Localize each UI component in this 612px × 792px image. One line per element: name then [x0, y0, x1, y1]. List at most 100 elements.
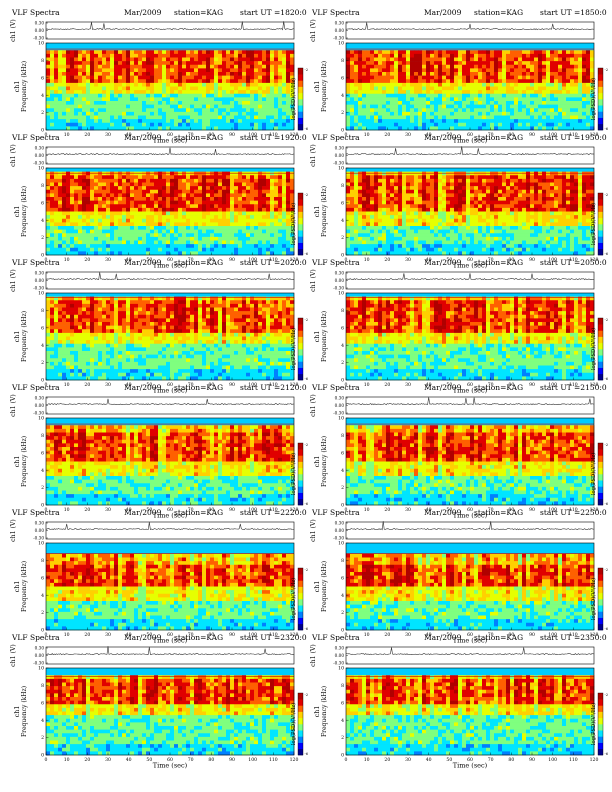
spectrogram-cell: [514, 86, 519, 91]
spectrogram-cell: [194, 251, 199, 256]
spectrogram-cell: [174, 215, 179, 220]
spectrogram-cell: [270, 104, 275, 109]
panel-date: Mar/2009: [424, 8, 462, 17]
spectrogram-cell: [246, 175, 251, 180]
spectrogram-cell: [406, 171, 411, 176]
spectrogram-cell: [354, 251, 359, 256]
spectrogram-cell: [346, 101, 351, 105]
spectrogram-cell: [150, 111, 155, 116]
spectrogram-cell: [266, 207, 271, 212]
spectrogram-cell: [58, 182, 63, 187]
spectrogram-cell: [370, 211, 375, 216]
spectrogram-cell: [266, 119, 271, 124]
spectrogram-cell: [118, 186, 123, 191]
spectrogram-cell: [94, 61, 99, 66]
spectrogram-cell: [78, 182, 83, 187]
spectrogram-cell: [90, 61, 95, 66]
spectrogram-cell: [218, 233, 223, 238]
spectrogram-cell: [66, 53, 71, 58]
spectrogram-cell: [474, 68, 479, 73]
spectrogram-cell: [362, 200, 367, 205]
spectrogram-cell: [270, 226, 275, 230]
spectrogram-cell: [398, 189, 403, 194]
spectrogram-cell: [570, 119, 575, 124]
spectrogram-cell: [346, 97, 351, 102]
spectrogram-cell: [378, 247, 383, 252]
spectrogram-cell: [246, 251, 251, 256]
spectrogram-cell: [126, 61, 131, 66]
spectrogram-cell: [290, 68, 295, 73]
spectrogram-cell: [274, 126, 279, 131]
spectrogram-cell: [114, 64, 119, 69]
spectrogram-cell: [386, 175, 391, 180]
spectrogram-cell: [206, 53, 211, 58]
spectrogram-cell: [50, 244, 55, 249]
spectrogram-cell: [426, 50, 431, 55]
spectrogram-cell: [242, 175, 247, 180]
spectrogram-cell: [230, 122, 235, 127]
spectrogram-cell: [370, 236, 375, 241]
spectrogram-cell: [498, 86, 503, 91]
spectrogram-cell: [110, 197, 115, 201]
spectrogram-cell: [258, 57, 263, 62]
spectrogram-cell: [106, 171, 111, 176]
spectrogram-cell: [470, 111, 475, 116]
trace-tick-label: -0.30: [333, 36, 344, 41]
spectrogram-cell: [134, 211, 139, 216]
spectrogram-cell: [174, 86, 179, 91]
spectrogram-cell: [94, 244, 99, 249]
spectrogram-cell: [58, 75, 63, 80]
spectrogram-cell: [390, 104, 395, 109]
spectrogram-cell: [274, 197, 279, 201]
spectrogram-cell: [438, 251, 443, 256]
spectrogram-cell: [290, 108, 295, 113]
spectrogram-cell: [538, 72, 543, 76]
spectrogram-cell: [282, 244, 287, 249]
spectrogram-cell: [122, 211, 127, 216]
spectrogram-cell: [158, 236, 163, 241]
spectrogram-cell: [402, 104, 407, 109]
spectrogram-cell: [70, 236, 75, 241]
spectrogram-cell: [146, 82, 151, 87]
spectrogram-cell: [390, 211, 395, 216]
spectrogram-cell: [438, 197, 443, 201]
spectrogram-cell: [50, 186, 55, 191]
spectrogram-cell: [234, 244, 239, 249]
spectrogram-cell: [446, 50, 451, 55]
spectrogram-cell: [254, 207, 259, 212]
spectrogram-cell: [386, 108, 391, 113]
spectrogram-cell: [430, 82, 435, 87]
spectrogram-cell: [386, 197, 391, 201]
spectrogram-cell: [46, 97, 51, 102]
spectrogram-cell: [354, 79, 359, 84]
spectrogram-cell: [438, 186, 443, 191]
spectrogram-cell: [470, 61, 475, 66]
spectrogram-cell: [258, 175, 263, 180]
spectrogram-cell: [190, 226, 195, 230]
spectrogram-cell: [166, 251, 171, 256]
spectrogram-cell: [378, 97, 383, 102]
spectrogram-cell: [390, 50, 395, 55]
spectrogram-cell: [206, 68, 211, 73]
spectrogram-cell: [126, 222, 131, 227]
spectrogram-cell: [278, 182, 283, 187]
spectrogram-cell: [442, 86, 447, 91]
spectrogram-cell: [286, 101, 291, 105]
spectrogram-cell: [82, 218, 87, 223]
spectrogram-cell: [382, 226, 387, 230]
spectrogram-cell: [394, 182, 399, 187]
spectrogram-cell: [410, 240, 415, 245]
spectrogram-cell: [478, 122, 483, 127]
spectrogram-cell: [286, 111, 291, 116]
spectrogram-cell: [142, 182, 147, 187]
spectrogram-cell: [538, 101, 543, 105]
spectrogram-cell: [146, 193, 151, 198]
spectrogram-cell: [114, 175, 119, 180]
spectrogram-cell: [430, 251, 435, 256]
spectrogram-cell: [214, 72, 219, 76]
spectrogram-cell: [542, 64, 547, 69]
colorbar-segment: [298, 199, 303, 206]
spectrogram-cell: [418, 72, 423, 76]
spectrogram-cell: [250, 104, 255, 109]
